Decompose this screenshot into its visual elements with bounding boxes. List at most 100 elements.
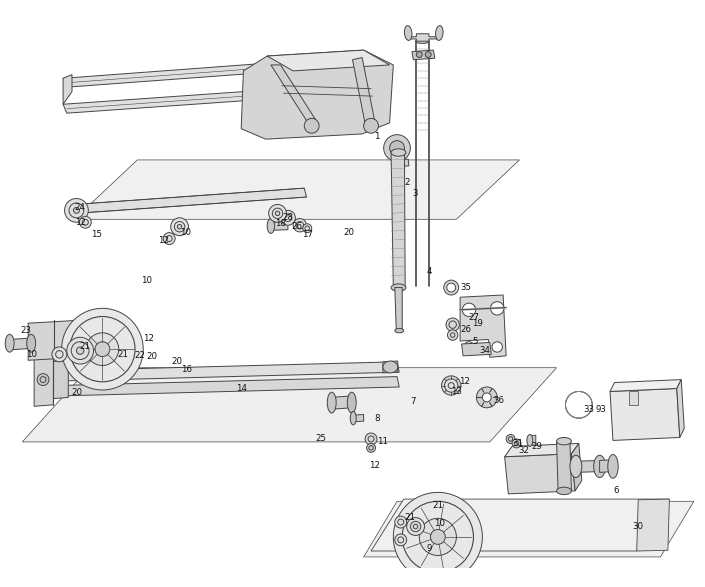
Circle shape	[410, 521, 421, 532]
Polygon shape	[28, 321, 80, 360]
Polygon shape	[600, 460, 613, 473]
Polygon shape	[391, 153, 405, 288]
Polygon shape	[352, 58, 375, 123]
Text: 21: 21	[80, 342, 91, 352]
Polygon shape	[529, 435, 536, 446]
Text: 12: 12	[143, 333, 154, 343]
Polygon shape	[576, 460, 600, 473]
Circle shape	[384, 134, 410, 161]
Text: 4: 4	[427, 266, 431, 276]
Text: 20: 20	[71, 389, 82, 397]
Text: 20: 20	[147, 352, 158, 361]
Text: 10: 10	[434, 519, 445, 528]
Polygon shape	[9, 338, 31, 350]
Text: 27: 27	[468, 313, 479, 322]
Text: 23: 23	[20, 326, 32, 335]
Text: 9: 9	[427, 544, 431, 554]
Circle shape	[86, 333, 118, 366]
Polygon shape	[460, 295, 506, 357]
Text: 29: 29	[532, 442, 543, 451]
Ellipse shape	[395, 328, 404, 333]
Ellipse shape	[350, 411, 356, 425]
Ellipse shape	[594, 456, 606, 478]
Ellipse shape	[415, 39, 429, 43]
Circle shape	[492, 342, 503, 352]
Polygon shape	[58, 362, 399, 381]
Text: 34: 34	[479, 346, 490, 355]
Text: 26: 26	[460, 325, 472, 333]
Text: 20: 20	[171, 357, 182, 366]
Ellipse shape	[348, 392, 356, 413]
Polygon shape	[241, 50, 393, 139]
Polygon shape	[505, 454, 575, 494]
Text: 13: 13	[451, 387, 462, 396]
Polygon shape	[72, 204, 76, 213]
Text: 26: 26	[291, 222, 302, 231]
Text: 12: 12	[369, 461, 380, 470]
Polygon shape	[406, 27, 441, 41]
Circle shape	[431, 529, 446, 544]
Ellipse shape	[608, 454, 618, 478]
Text: 28: 28	[283, 213, 293, 222]
Ellipse shape	[556, 487, 572, 495]
Circle shape	[395, 516, 407, 528]
Circle shape	[395, 534, 407, 546]
Ellipse shape	[5, 335, 14, 352]
Text: 5: 5	[472, 338, 478, 346]
Circle shape	[443, 280, 459, 295]
Circle shape	[441, 376, 461, 395]
Polygon shape	[610, 389, 680, 440]
Circle shape	[491, 302, 504, 315]
Circle shape	[305, 119, 319, 133]
Text: 25: 25	[315, 434, 326, 443]
Polygon shape	[63, 75, 72, 104]
Polygon shape	[556, 441, 572, 492]
Text: 10: 10	[180, 228, 191, 237]
Text: 14: 14	[235, 384, 247, 393]
Ellipse shape	[267, 218, 274, 234]
Circle shape	[506, 434, 515, 443]
Text: 10: 10	[25, 350, 37, 359]
Text: 3: 3	[413, 189, 418, 198]
Text: 31: 31	[513, 439, 524, 448]
Text: 8: 8	[374, 414, 380, 423]
Polygon shape	[610, 380, 681, 392]
Circle shape	[171, 218, 188, 235]
Polygon shape	[462, 342, 491, 356]
Circle shape	[367, 443, 376, 453]
Polygon shape	[637, 499, 669, 551]
Text: 7: 7	[410, 397, 415, 406]
Polygon shape	[352, 414, 364, 422]
Text: 10: 10	[142, 276, 152, 285]
Text: 30: 30	[632, 522, 644, 531]
Text: 21: 21	[404, 513, 415, 522]
Circle shape	[477, 387, 497, 408]
Circle shape	[65, 198, 88, 222]
Text: 24: 24	[75, 203, 85, 212]
Circle shape	[73, 207, 80, 213]
Circle shape	[446, 318, 460, 331]
Text: 20: 20	[343, 228, 355, 237]
Ellipse shape	[405, 26, 412, 41]
Text: 32: 32	[518, 446, 529, 456]
Text: 12: 12	[459, 377, 470, 386]
Polygon shape	[371, 499, 669, 551]
Polygon shape	[63, 84, 352, 113]
Circle shape	[419, 518, 456, 555]
Text: 36: 36	[493, 396, 504, 405]
Circle shape	[425, 52, 431, 58]
Circle shape	[364, 119, 379, 133]
Circle shape	[37, 374, 49, 386]
Polygon shape	[74, 188, 307, 213]
Polygon shape	[412, 50, 435, 60]
Ellipse shape	[570, 456, 582, 478]
Ellipse shape	[391, 149, 406, 156]
Text: 6: 6	[613, 485, 619, 495]
Polygon shape	[267, 50, 390, 71]
Circle shape	[448, 330, 458, 340]
Circle shape	[512, 439, 521, 448]
Text: 35: 35	[460, 283, 472, 292]
Text: 2: 2	[404, 178, 410, 187]
Circle shape	[76, 347, 84, 355]
Polygon shape	[677, 380, 685, 437]
